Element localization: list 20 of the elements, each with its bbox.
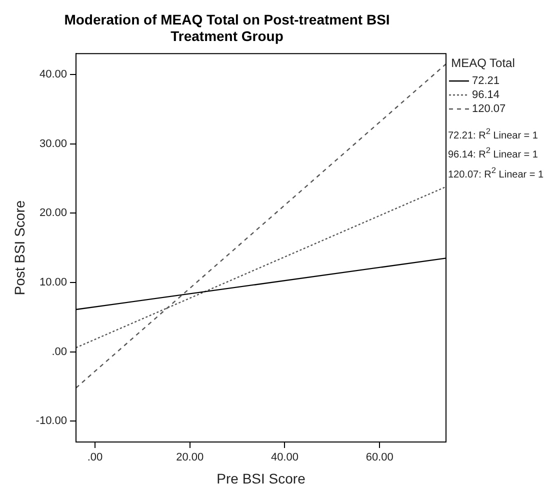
legend-label: 72.21 [472,75,500,87]
y-tick-label: .00 [52,346,67,358]
text: 120.07: R$^{2}$ Linear = 1 [448,164,544,182]
legend-label: 120.07 [472,103,506,115]
x-tick-label: .00 [87,452,103,464]
legend-title: MEAQ Total [450,56,516,70]
y-tick-label: -10.00 [36,415,67,428]
x-axis-title: Pre BSI Score [216,470,306,486]
y-tick-label: 40.00 [39,68,67,80]
x-tick-label: 60.00 [366,452,394,464]
x-tick-label: 20.00 [176,452,204,464]
y-tick-label: 20.00 [39,207,67,220]
y-tick-label: 10.00 [39,276,67,289]
y-tick-label: 30.00 [39,138,67,150]
chart-title: Moderation of MEAQ Total on Post-treatment BSI Treatment Group [64,11,390,44]
text: 72.21: R$^{2}$ Linear = 1 [448,125,539,144]
x-tick-label: 40.00 [270,452,298,464]
legend-label: 96.14 [472,89,500,101]
y-axis-title: Post BSI Score [11,200,28,296]
text: 96.14: R$^{2}$ Linear = 1 [448,144,539,163]
